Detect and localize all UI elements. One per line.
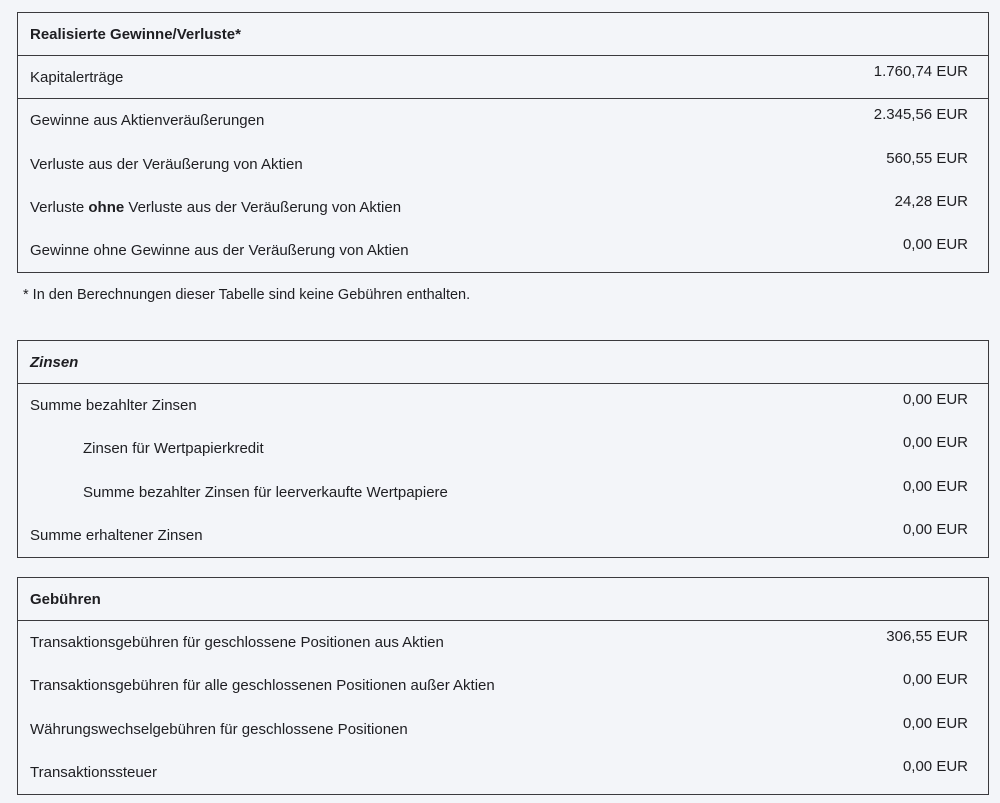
row-label: Kapitalerträge: [30, 68, 124, 86]
row-value: 0,00 EUR: [902, 434, 968, 452]
row-value: 0,00 EUR: [902, 477, 968, 495]
row-label: Transaktionssteuer: [30, 764, 158, 782]
row-value: 0,00 EUR: [902, 714, 968, 732]
row-label: Summe bezahlter Zinsen für leerverkaufte…: [83, 483, 448, 501]
table-row: Summe bezahlter Zinsen für leerverkaufte…: [18, 471, 988, 514]
table-row: Summe bezahlter Zinsen 0,00 EUR: [18, 384, 988, 427]
realized-gains-losses-table: Realisierte Gewinne/Verluste* Kapitalert…: [17, 12, 989, 273]
table-row: Gewinne aus Aktienveräußerungen 2.345,56…: [18, 99, 988, 142]
table-title: Zinsen: [18, 341, 988, 384]
table-title: Realisierte Gewinne/Verluste*: [18, 13, 988, 56]
row-value: 2.345,56 EUR: [873, 106, 968, 124]
row-value: 560,55 EUR: [886, 149, 968, 167]
table-row: Kapitalerträge 1.760,74 EUR: [18, 56, 988, 100]
row-label: Verluste aus der Veräußerung von Aktien: [30, 155, 303, 173]
row-value: 0,00 EUR: [902, 671, 968, 689]
table-row: Transaktionssteuer 0,00 EUR: [18, 751, 988, 794]
label-part: Verluste aus der Veräußerung von Aktien: [124, 199, 402, 217]
row-value: 0,00 EUR: [902, 391, 968, 409]
row-value: 306,55 EUR: [886, 628, 968, 646]
row-label: Transaktionsgebühren für geschlossene Po…: [30, 634, 444, 652]
row-label: Transaktionsgebühren für alle geschlosse…: [30, 677, 495, 695]
table-row: Währungswechselgebühren für geschlossene…: [18, 708, 988, 751]
row-label: Zinsen für Wertpapierkredit: [83, 440, 264, 458]
table-row: Transaktionsgebühren für alle geschlosse…: [18, 664, 988, 707]
table-row: Verluste ohne Verluste aus der Veräußeru…: [18, 186, 988, 229]
table-title: Gebühren: [18, 578, 988, 621]
row-label: Verluste ohne Verluste aus der Veräußeru…: [30, 199, 401, 216]
table-row: Verluste aus der Veräußerung von Aktien …: [18, 143, 988, 186]
table-row: Transaktionsgebühren für geschlossene Po…: [18, 621, 988, 664]
label-emphasis: ohne: [88, 199, 125, 217]
label-part: Verluste: [30, 199, 89, 217]
row-label: Gewinne aus Aktienveräußerungen: [30, 112, 265, 130]
row-value: 0,00 EUR: [902, 758, 968, 776]
fees-table: Gebühren Transaktionsgebühren für geschl…: [17, 577, 989, 795]
row-value: 1.760,74 EUR: [873, 62, 968, 80]
row-label: Gewinne ohne Gewinne aus der Veräußerung…: [30, 242, 409, 260]
table-row: Zinsen für Wertpapierkredit 0,00 EUR: [18, 427, 988, 470]
row-label: Summe bezahlter Zinsen: [30, 397, 197, 415]
table-row: Summe erhaltener Zinsen 0,00 EUR: [18, 514, 988, 557]
table-row: Gewinne ohne Gewinne aus der Veräußerung…: [18, 229, 988, 272]
interest-table: Zinsen Summe bezahlter Zinsen 0,00 EUR Z…: [17, 340, 989, 558]
row-label: Währungswechselgebühren für geschlossene…: [30, 720, 408, 738]
row-label: Summe erhaltener Zinsen: [30, 527, 203, 545]
row-value: 0,00 EUR: [902, 236, 968, 254]
footnote: * In den Berechnungen dieser Tabelle sin…: [23, 287, 471, 303]
row-value: 24,28 EUR: [894, 193, 968, 211]
row-value: 0,00 EUR: [902, 521, 968, 539]
